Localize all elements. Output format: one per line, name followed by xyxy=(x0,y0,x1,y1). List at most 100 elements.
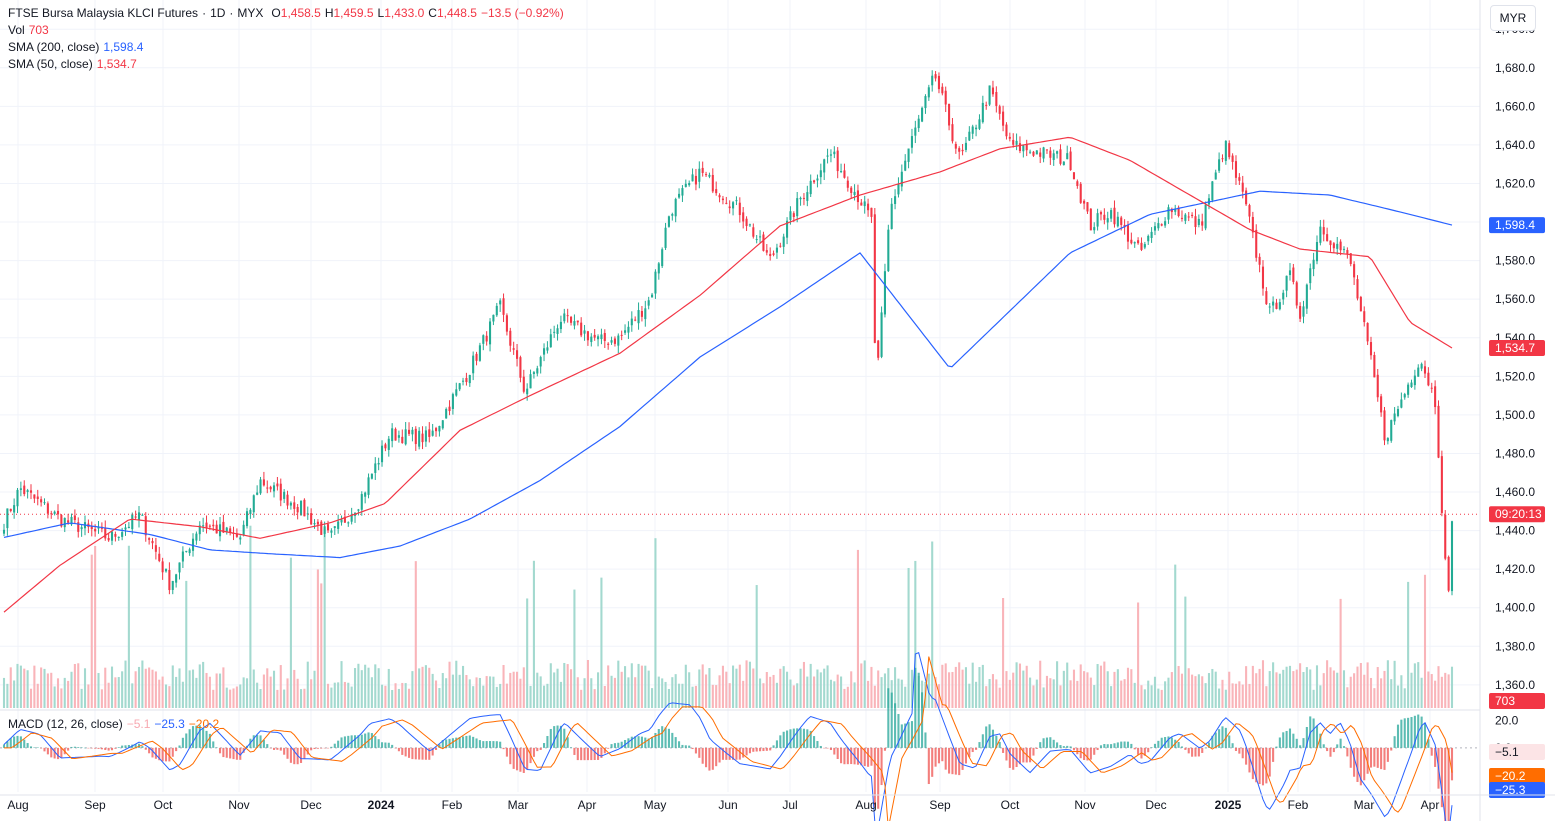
volume-bar xyxy=(205,672,208,708)
sma200-legend[interactable]: SMA (200, close) 1,598.4 xyxy=(8,39,147,56)
volume-bar xyxy=(657,676,660,708)
volume-bar xyxy=(448,661,451,708)
candle-body xyxy=(715,189,718,194)
candle-body xyxy=(124,527,127,530)
candle-body xyxy=(1346,250,1349,255)
macd-histogram-bar xyxy=(6,741,9,748)
candle-body xyxy=(917,118,920,129)
macd-histogram-bar xyxy=(745,747,748,756)
volume-bar xyxy=(806,676,809,708)
volume-bar xyxy=(823,668,826,708)
macd-histogram-bar xyxy=(684,745,687,748)
candle-body xyxy=(33,494,36,499)
candle-body xyxy=(360,494,363,510)
macd-histogram-bar xyxy=(232,747,235,760)
volume-bar xyxy=(1315,665,1319,708)
candle-body xyxy=(1045,149,1049,151)
candle-body xyxy=(1076,181,1079,186)
candle-body xyxy=(67,520,70,523)
volume-bar xyxy=(495,686,498,708)
macd-histogram-bar xyxy=(711,747,714,770)
volume-bar xyxy=(414,561,417,708)
volume-bar xyxy=(326,683,330,708)
candle-body xyxy=(495,305,498,316)
volume-bar xyxy=(178,668,181,708)
macd-histogram-bar xyxy=(968,747,971,758)
candle-body xyxy=(9,508,12,512)
macd-histogram-bar xyxy=(1434,747,1437,767)
volume-bar xyxy=(1380,678,1383,708)
volume-bar xyxy=(1093,685,1096,708)
volume-bar xyxy=(742,680,745,708)
macd-histogram-bar xyxy=(97,747,100,749)
candle-body xyxy=(647,300,650,306)
macd-histogram-bar xyxy=(566,737,569,748)
volume-bar xyxy=(208,676,211,708)
volume-legend[interactable]: Vol 703 xyxy=(8,22,53,39)
volume-bar xyxy=(708,668,711,708)
sma50-price-tag-bg xyxy=(1489,339,1545,356)
candle-body xyxy=(1194,216,1197,228)
macd-histogram-bar xyxy=(894,703,897,748)
macd-histogram-bar xyxy=(1201,747,1204,753)
volume-bar xyxy=(998,687,1001,708)
macd-histogram-bar xyxy=(256,734,259,748)
macd-histogram-bar xyxy=(725,747,728,760)
macd-histogram-bar xyxy=(458,737,461,748)
volume-bar xyxy=(438,687,441,708)
candle-body xyxy=(374,463,377,473)
macd-legend[interactable]: MACD (12, 26, close) −5.1 −25.3 −20.2 xyxy=(8,716,223,733)
volume-bar xyxy=(1353,673,1356,708)
candle-body xyxy=(1423,366,1427,374)
macd-histogram-bar xyxy=(526,747,529,770)
macd-histogram-bar xyxy=(252,735,255,748)
volume-bar xyxy=(829,679,832,708)
candle-body xyxy=(843,170,846,178)
candle-body xyxy=(509,330,512,346)
currency-button[interactable]: MYR xyxy=(1490,5,1536,31)
last-price-tag-bg xyxy=(1489,506,1545,523)
volume-bar xyxy=(856,549,859,708)
macd-histogram-bar xyxy=(1160,737,1163,748)
candle-body xyxy=(711,174,714,192)
macd-histogram-bar xyxy=(644,737,647,748)
macd-histogram-bar xyxy=(80,747,83,748)
macd-histogram-bar xyxy=(124,745,127,748)
volume-bar xyxy=(67,680,70,708)
symbol-name[interactable]: FTSE Bursa Malaysia KLCI Futures xyxy=(8,6,199,20)
sma50-legend[interactable]: SMA (50, close) 1,534.7 xyxy=(8,56,141,73)
volume-bar xyxy=(1376,667,1379,708)
macd-histogram-bar xyxy=(1444,747,1447,821)
macd-histogram-bar xyxy=(522,747,525,773)
volume-bar xyxy=(1110,686,1113,708)
volume-bar xyxy=(1072,669,1076,708)
candle-body xyxy=(1234,161,1238,178)
macd-histogram-bar xyxy=(738,747,741,760)
volume-bar xyxy=(1076,680,1079,708)
volume-bar xyxy=(80,688,83,708)
macd-histogram-bar xyxy=(698,747,701,758)
volume-bar xyxy=(478,677,481,708)
macd-histogram-bar xyxy=(451,738,454,748)
candle-body xyxy=(813,180,816,183)
volume-bar xyxy=(502,665,505,708)
macd-histogram-bar xyxy=(148,747,151,754)
macd-histogram-bar xyxy=(1383,747,1386,770)
macd-histogram-bar xyxy=(765,747,768,751)
volume-bar xyxy=(627,677,630,708)
candle-body xyxy=(1417,367,1420,377)
volume-bar xyxy=(613,677,616,708)
macd-histogram-bar xyxy=(1032,747,1035,756)
candle-body xyxy=(823,159,826,173)
macd-histogram-bar xyxy=(357,735,360,748)
volume-bar xyxy=(900,679,903,708)
macd-histogram-bar xyxy=(715,747,718,767)
macd-histogram-bar xyxy=(1312,718,1315,748)
interval[interactable]: 1D xyxy=(210,6,226,20)
macd-histogram-bar xyxy=(883,747,886,751)
candle-body xyxy=(283,491,286,499)
volume-bar xyxy=(593,689,596,708)
volume-bar xyxy=(819,672,822,708)
volume-bar xyxy=(124,660,127,708)
